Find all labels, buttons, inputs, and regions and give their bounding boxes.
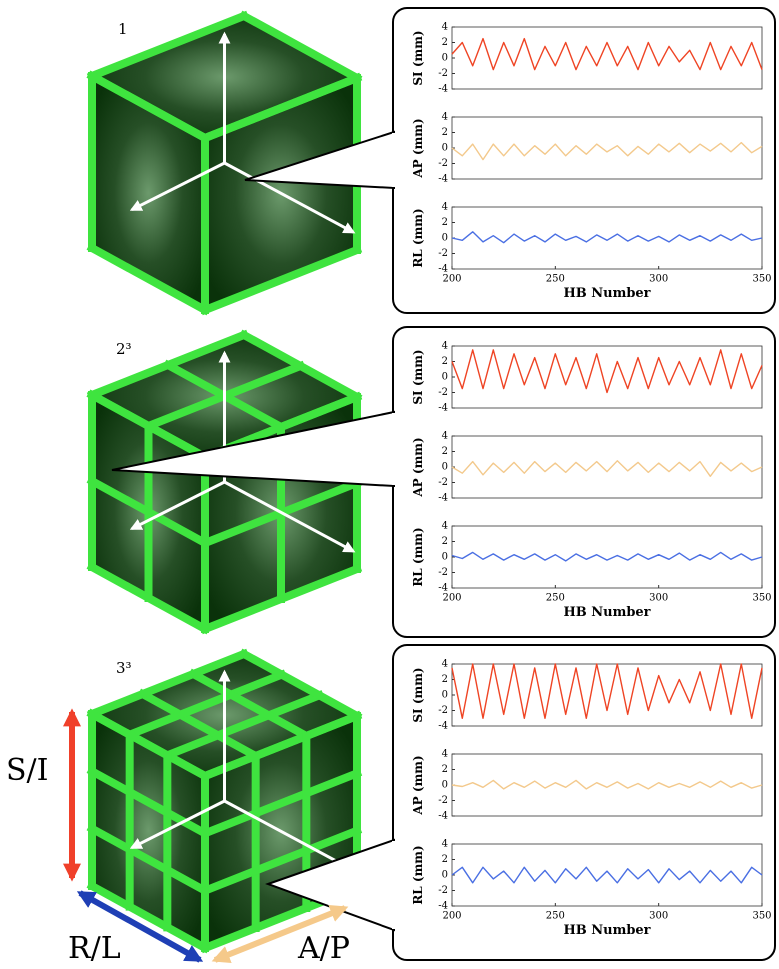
y-tick-label: 4 xyxy=(442,112,448,123)
y-tick-label: -2 xyxy=(438,885,448,896)
y-tick-label: 0 xyxy=(442,372,448,383)
y-tick-label: -2 xyxy=(438,387,448,398)
direction-label: S/I xyxy=(6,753,49,788)
y-tick-label: 2 xyxy=(442,446,448,457)
y-tick-label: 2 xyxy=(442,217,448,228)
x-tick-label: 350 xyxy=(752,274,771,285)
x-tick-label: 300 xyxy=(649,593,668,604)
y-axis-label: RL (mm) xyxy=(411,845,425,904)
y-tick-label: 4 xyxy=(442,839,448,850)
y-axis-label: AP (mm) xyxy=(411,118,425,178)
figure: -4 -2 0 2 4 SI (mm) -4 -2 0 2 4 AP (mm) -4 -2 0 2 4 RL (m… xyxy=(0,0,779,969)
y-axis-label: RL (mm) xyxy=(411,208,425,267)
y-tick-label: 2 xyxy=(442,536,448,547)
x-tick-label: 200 xyxy=(442,911,461,922)
y-axis-label: RL (mm) xyxy=(411,527,425,586)
wedge-gap xyxy=(392,413,396,485)
wedge-gap xyxy=(392,133,396,187)
panel-box xyxy=(393,327,775,637)
x-tick-label: 200 xyxy=(442,274,461,285)
y-tick-label: 2 xyxy=(442,356,448,367)
y-axis-label: SI (mm) xyxy=(411,30,425,85)
y-tick-label: 4 xyxy=(442,659,448,670)
y-axis-label: SI (mm) xyxy=(411,667,425,722)
y-tick-label: -4 xyxy=(438,811,448,822)
y-tick-label: -4 xyxy=(438,403,448,414)
x-axis-label: HB Number xyxy=(563,605,650,620)
x-tick-label: 250 xyxy=(546,274,565,285)
x-tick-label: 300 xyxy=(649,274,668,285)
y-tick-label: -2 xyxy=(438,477,448,488)
y-axis-label: AP (mm) xyxy=(411,437,425,497)
y-tick-label: 4 xyxy=(442,431,448,442)
y-tick-label: 4 xyxy=(442,749,448,760)
y-tick-label: 2 xyxy=(442,854,448,865)
y-tick-label: -4 xyxy=(438,721,448,732)
x-axis-label: HB Number xyxy=(563,286,650,301)
y-tick-label: 0 xyxy=(442,143,448,154)
direction-label: R/L xyxy=(68,931,121,966)
y-tick-label: 0 xyxy=(442,552,448,563)
y-tick-label: 2 xyxy=(442,764,448,775)
cube-label: 1 xyxy=(118,20,128,38)
y-tick-label: 2 xyxy=(442,37,448,48)
y-tick-label: 4 xyxy=(442,22,448,33)
y-tick-label: -2 xyxy=(438,795,448,806)
x-tick-label: 250 xyxy=(546,593,565,604)
x-tick-label: 300 xyxy=(649,911,668,922)
y-tick-label: -2 xyxy=(438,68,448,79)
cube-label: 2³ xyxy=(116,340,132,358)
wedge-gap xyxy=(392,841,396,929)
y-tick-label: -2 xyxy=(438,248,448,259)
y-tick-label: 4 xyxy=(442,202,448,213)
y-tick-label: -2 xyxy=(438,158,448,169)
y-tick-label: 4 xyxy=(442,521,448,532)
x-tick-label: 250 xyxy=(546,911,565,922)
y-tick-label: 0 xyxy=(442,233,448,244)
y-axis-label: AP (mm) xyxy=(411,755,425,815)
y-tick-label: 0 xyxy=(442,690,448,701)
y-tick-label: -4 xyxy=(438,84,448,95)
y-tick-label: 0 xyxy=(442,462,448,473)
y-tick-label: 2 xyxy=(442,674,448,685)
y-tick-label: 4 xyxy=(442,341,448,352)
y-tick-label: 2 xyxy=(442,127,448,138)
y-tick-label: 0 xyxy=(442,53,448,64)
x-tick-label: 200 xyxy=(442,593,461,604)
panel-box xyxy=(393,8,775,313)
x-tick-label: 350 xyxy=(752,593,771,604)
y-axis-label: SI (mm) xyxy=(411,349,425,404)
direction-label: A/P xyxy=(297,931,350,966)
y-tick-label: -4 xyxy=(438,493,448,504)
cube-label: 3³ xyxy=(116,659,132,677)
x-tick-label: 350 xyxy=(752,911,771,922)
x-axis-label: HB Number xyxy=(563,923,650,938)
y-tick-label: 0 xyxy=(442,780,448,791)
y-tick-label: -2 xyxy=(438,705,448,716)
y-tick-label: -2 xyxy=(438,567,448,578)
y-tick-label: -4 xyxy=(438,174,448,185)
y-tick-label: 0 xyxy=(442,870,448,881)
